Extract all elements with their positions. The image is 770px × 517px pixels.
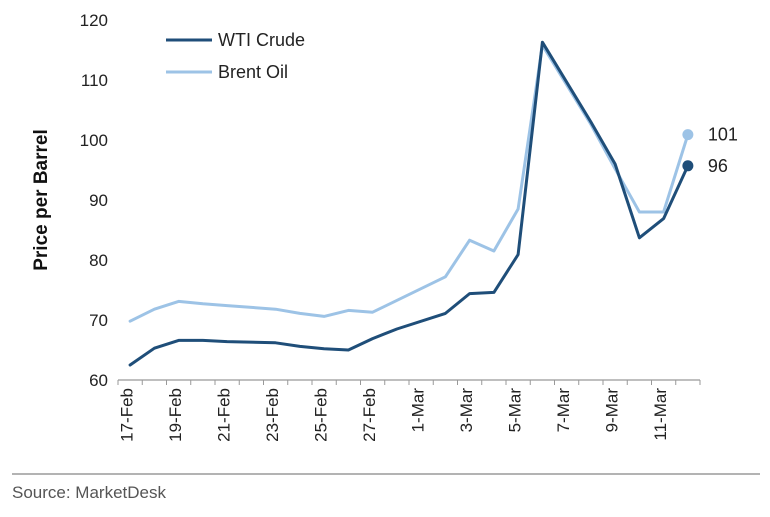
y-tick-label: 60 <box>89 371 108 390</box>
x-tick-label: 23-Feb <box>263 388 282 442</box>
series-line-brent-oil <box>128 43 690 323</box>
end-point-brent-oil <box>682 129 694 141</box>
y-tick-label: 80 <box>89 251 108 270</box>
legend-label-brent-oil: Brent Oil <box>218 62 288 82</box>
x-tick-label: 9-Mar <box>603 388 622 433</box>
x-tick-label: 25-Feb <box>312 388 331 442</box>
x-tick-label: 27-Feb <box>360 388 379 442</box>
end-label-wti-crude: 96 <box>708 156 728 176</box>
x-axis: 17-Feb 19-Feb 21-Feb 23-Feb 25-Feb 27-Feb 1-Ma… <box>117 379 701 442</box>
y-tick-label: 120 <box>80 11 108 30</box>
x-tick-label: 5-Mar <box>506 388 525 433</box>
x-tick-label: 3-Mar <box>457 388 476 433</box>
y-tick-label: 110 <box>81 71 108 90</box>
x-tick-label: 19-Feb <box>166 388 185 442</box>
x-tick-label: 21-Feb <box>215 388 234 442</box>
source-note: Source: MarketDesk <box>12 483 166 502</box>
y-tick-label: 100 <box>80 131 108 150</box>
x-tick-label: 17-Feb <box>118 388 137 442</box>
end-point-wti-crude <box>682 160 694 172</box>
y-axis: 60 70 80 90 100 110 120 <box>80 11 108 390</box>
end-labels: 101 96 <box>682 125 738 176</box>
legend: WTI Crude Brent Oil <box>166 30 305 82</box>
y-tick-label: 90 <box>89 191 108 210</box>
series-line-wti-crude <box>128 40 690 367</box>
x-tick-label: 7-Mar <box>554 388 573 433</box>
y-axis-title: Price per Barrel <box>31 129 52 271</box>
series-layer <box>128 40 690 367</box>
y-tick-label: 70 <box>89 311 108 330</box>
legend-label-wti-crude: WTI Crude <box>218 30 305 50</box>
end-label-brent-oil: 101 <box>708 125 738 145</box>
x-tick-label: 1-Mar <box>409 388 428 433</box>
price-chart: 60 70 80 90 100 110 120 17-Feb 19-Feb 21-Feb 23-F… <box>12 11 760 475</box>
x-tick-label: 11-Mar <box>651 388 670 441</box>
